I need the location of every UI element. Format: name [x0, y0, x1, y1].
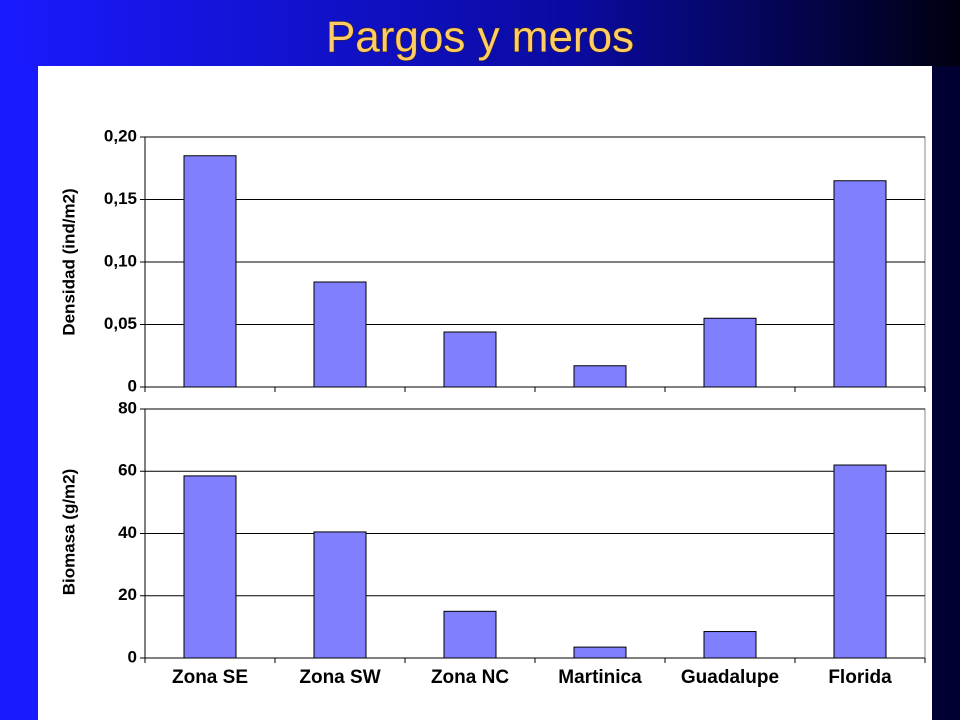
- bar: [833, 464, 887, 659]
- bar: [183, 475, 237, 659]
- x-tick-label: Guadalupe: [681, 667, 779, 688]
- title-band: [0, 0, 960, 66]
- bar: [313, 281, 367, 388]
- y-tick-label: 40: [118, 523, 137, 542]
- y-tick-label: 0: [128, 376, 137, 395]
- bar: [833, 180, 887, 388]
- y-tick-label: 0,15: [104, 189, 137, 208]
- y-tick-label: 80: [118, 398, 137, 417]
- y-tick-label: 60: [118, 461, 137, 480]
- y-tick-label: 0: [128, 647, 137, 666]
- bar: [573, 646, 627, 659]
- x-tick-label: Florida: [828, 667, 892, 688]
- bar: [703, 317, 757, 388]
- slide-title: Pargos y meros: [326, 13, 634, 62]
- x-tick-label: Zona NC: [431, 667, 509, 688]
- y-axis-label: Densidad (ind/m2): [59, 188, 78, 335]
- y-tick-label: 0,10: [104, 251, 137, 270]
- y-tick-label: 0,05: [104, 314, 137, 333]
- bar: [183, 155, 237, 388]
- y-tick-label: 0,20: [104, 126, 137, 145]
- bar: [703, 631, 757, 659]
- bar: [443, 610, 497, 659]
- x-tick-label: Zona SW: [299, 667, 380, 688]
- bar: [443, 331, 497, 388]
- bar: [313, 531, 367, 659]
- bar: [573, 365, 627, 388]
- right-band: [932, 66, 960, 720]
- x-tick-label: Zona SE: [172, 667, 248, 688]
- y-tick-label: 20: [118, 585, 137, 604]
- y-axis-label: Biomasa (g/m2): [59, 469, 78, 596]
- x-tick-label: Martinica: [558, 667, 642, 688]
